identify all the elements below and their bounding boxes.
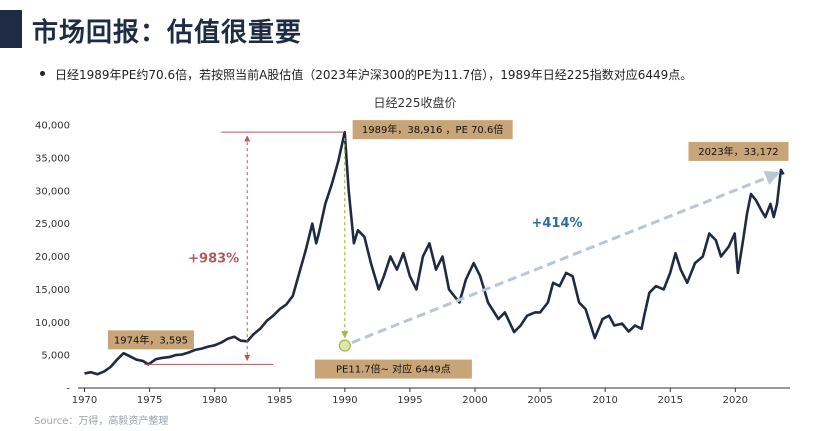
x-tick-label: 2000	[462, 395, 487, 406]
trend-arrow-414	[351, 170, 781, 344]
x-tick-label: 2010	[592, 395, 617, 406]
series-line-nikkei225	[84, 130, 785, 376]
x-tick-label: 1985	[267, 395, 292, 406]
annotation-2023-text: 2023年，33,172	[698, 145, 778, 158]
annotation-pe-box	[314, 359, 472, 379]
annotation-1989-box	[352, 120, 513, 140]
y-tick-label: 5,000	[41, 351, 70, 362]
x-tick-label: 1975	[137, 395, 162, 406]
y-tick-label: 10,000	[35, 318, 70, 329]
y-tick-label: 30,000	[35, 186, 70, 197]
x-tick-label: 1980	[202, 395, 227, 406]
y-tick-label: 20,000	[35, 252, 70, 263]
page-title: 市场回报：估值很重要	[32, 18, 303, 48]
pe-valuation-point	[338, 339, 351, 352]
growth-label-414: +414%	[531, 216, 582, 231]
chart-title: 日经225收盘价	[373, 96, 457, 110]
annotation-1974-box	[107, 330, 194, 350]
y-tick-label: 35,000	[35, 153, 70, 164]
bullet-point: 日经1989年PE约70.6倍，若按照当前A股估值（2023年沪深300的PE为…	[40, 66, 692, 83]
growth-label-983: +983%	[188, 252, 239, 267]
x-tick-label: 2020	[723, 395, 748, 406]
source-note: Source：万得，高毅资产整理	[34, 416, 169, 427]
annotation-2023-box	[688, 141, 789, 161]
bullet-dot-icon	[40, 71, 45, 76]
x-tick-label: 2005	[527, 395, 552, 406]
x-tick-label: 2015	[658, 395, 683, 406]
x-tick-label: 1990	[332, 395, 357, 406]
annotation-pe-text: PE11.7倍~ 对应 6449点	[336, 363, 451, 376]
x-tick-label: 1995	[397, 395, 422, 406]
annotation-1974-text: 1974年，3,595	[114, 333, 188, 346]
bullet-text: 日经1989年PE约70.6倍，若按照当前A股估值（2023年沪深300的PE为…	[55, 68, 693, 82]
y-tick-label: 25,000	[35, 219, 70, 230]
annotation-1989-text: 1989年，38,916 ，PE 70.6倍	[362, 123, 503, 136]
title-accent-bar	[0, 10, 22, 48]
y-tick-label: 40,000	[35, 121, 70, 132]
x-tick-label: 1970	[72, 395, 97, 406]
y-tick-label: 15,000	[35, 285, 70, 296]
y-tick-label: -	[66, 384, 70, 395]
